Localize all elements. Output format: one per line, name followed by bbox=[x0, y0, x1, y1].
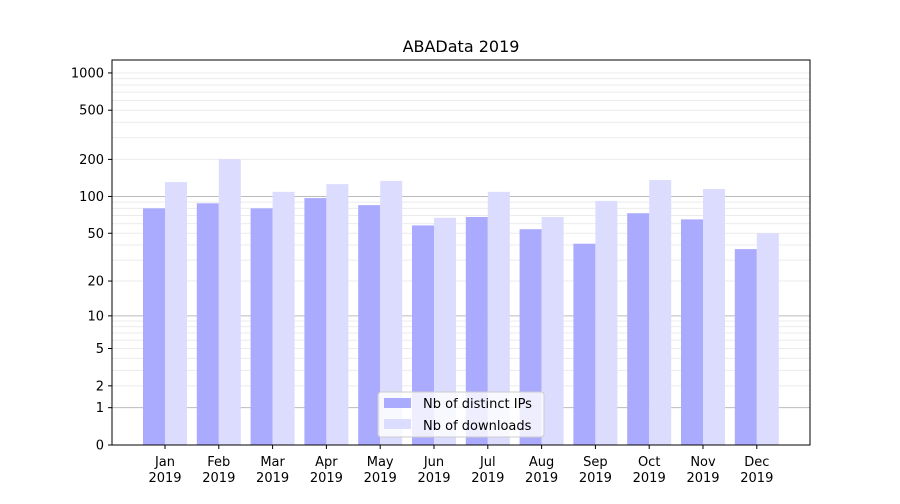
x-tick-label-month: Mar bbox=[260, 455, 285, 470]
x-tick-label-year: 2019 bbox=[202, 471, 235, 486]
x-tick-label-month: Aug bbox=[529, 455, 554, 470]
bar-distinct-ips bbox=[465, 216, 488, 445]
bar-distinct-ips bbox=[681, 219, 703, 445]
bar-distinct-ips bbox=[304, 198, 327, 445]
bar-downloads bbox=[487, 191, 510, 445]
bar-distinct-ips bbox=[734, 249, 757, 445]
x-tick-label-year: 2019 bbox=[364, 471, 397, 486]
y-tick-label: 0 bbox=[96, 439, 104, 454]
y-tick-label: 100 bbox=[79, 190, 104, 205]
x-tick-label-month: Oct bbox=[638, 455, 660, 470]
plot-area-frame bbox=[111, 59, 811, 446]
legend-label-downloads: Nb of downloads bbox=[423, 419, 532, 434]
chart-title: ABAData 2019 bbox=[403, 37, 520, 56]
bar-distinct-ips bbox=[250, 208, 273, 445]
bar-distinct-ips bbox=[627, 213, 650, 445]
y-tick-label: 2 bbox=[96, 379, 104, 394]
y-tick-label: 200 bbox=[79, 153, 104, 168]
bar-distinct-ips bbox=[196, 203, 219, 445]
y-tick-label: 20 bbox=[87, 275, 104, 290]
x-tick-label-year: 2019 bbox=[256, 471, 289, 486]
bar-downloads bbox=[756, 233, 779, 445]
x-tick-label-year: 2019 bbox=[471, 471, 504, 486]
x-tick-label-month: Apr bbox=[315, 455, 338, 470]
legend-swatch-ips bbox=[384, 398, 411, 408]
x-tick-label-month: Jun bbox=[423, 455, 444, 470]
x-tick-label-year: 2019 bbox=[417, 471, 450, 486]
bar-distinct-ips bbox=[519, 229, 542, 445]
bar-downloads bbox=[541, 216, 564, 445]
x-axis: Jan2019Feb2019Mar2019Apr2019May2019Jun20… bbox=[148, 445, 773, 486]
bar-distinct-ips bbox=[358, 205, 381, 445]
x-tick-label-year: 2019 bbox=[633, 471, 666, 486]
x-tick-label-year: 2019 bbox=[740, 471, 773, 486]
bar-downloads bbox=[380, 180, 403, 445]
legend: Nb of distinct IPs Nb of downloads bbox=[377, 391, 545, 438]
y-axis: 0 1 2 5 10 20 50 100 200 500 1000 bbox=[71, 66, 112, 454]
bar-downloads bbox=[272, 191, 295, 445]
x-tick-label-year: 2019 bbox=[686, 471, 719, 486]
y-tick-label: 10 bbox=[87, 309, 104, 324]
x-tick-label-month: Dec bbox=[744, 455, 769, 470]
y-tick-label: 500 bbox=[79, 104, 104, 119]
x-tick-label-month: Jul bbox=[479, 455, 496, 470]
bar-distinct-ips bbox=[412, 225, 434, 445]
x-tick-label-month: Jan bbox=[154, 455, 175, 470]
bar-downloads bbox=[703, 189, 725, 445]
legend-label-ips: Nb of distinct IPs bbox=[423, 397, 532, 412]
bar-distinct-ips bbox=[573, 243, 596, 445]
bar-downloads bbox=[595, 200, 618, 445]
x-tick-label-month: Nov bbox=[690, 455, 716, 470]
x-tick-label-month: Feb bbox=[207, 455, 230, 470]
y-tick-label: 5 bbox=[96, 342, 104, 357]
x-tick-label-month: Sep bbox=[583, 455, 608, 470]
y-tick-label: 50 bbox=[87, 227, 104, 242]
bar-downloads bbox=[434, 217, 456, 445]
bar-downloads bbox=[649, 180, 672, 446]
bars bbox=[143, 159, 779, 446]
legend-swatch-downloads bbox=[384, 419, 411, 429]
y-tick-label: 1 bbox=[96, 401, 104, 416]
bar-downloads bbox=[326, 184, 349, 445]
bar-distinct-ips bbox=[143, 208, 165, 445]
x-tick-label-year: 2019 bbox=[579, 471, 612, 486]
x-tick-label-year: 2019 bbox=[525, 471, 558, 486]
bar-downloads bbox=[218, 159, 241, 446]
x-tick-label-year: 2019 bbox=[148, 471, 181, 486]
x-tick-label-month: May bbox=[367, 455, 394, 470]
x-tick-label-year: 2019 bbox=[310, 471, 343, 486]
bar-downloads bbox=[165, 182, 187, 445]
y-tick-label: 1000 bbox=[71, 66, 104, 81]
